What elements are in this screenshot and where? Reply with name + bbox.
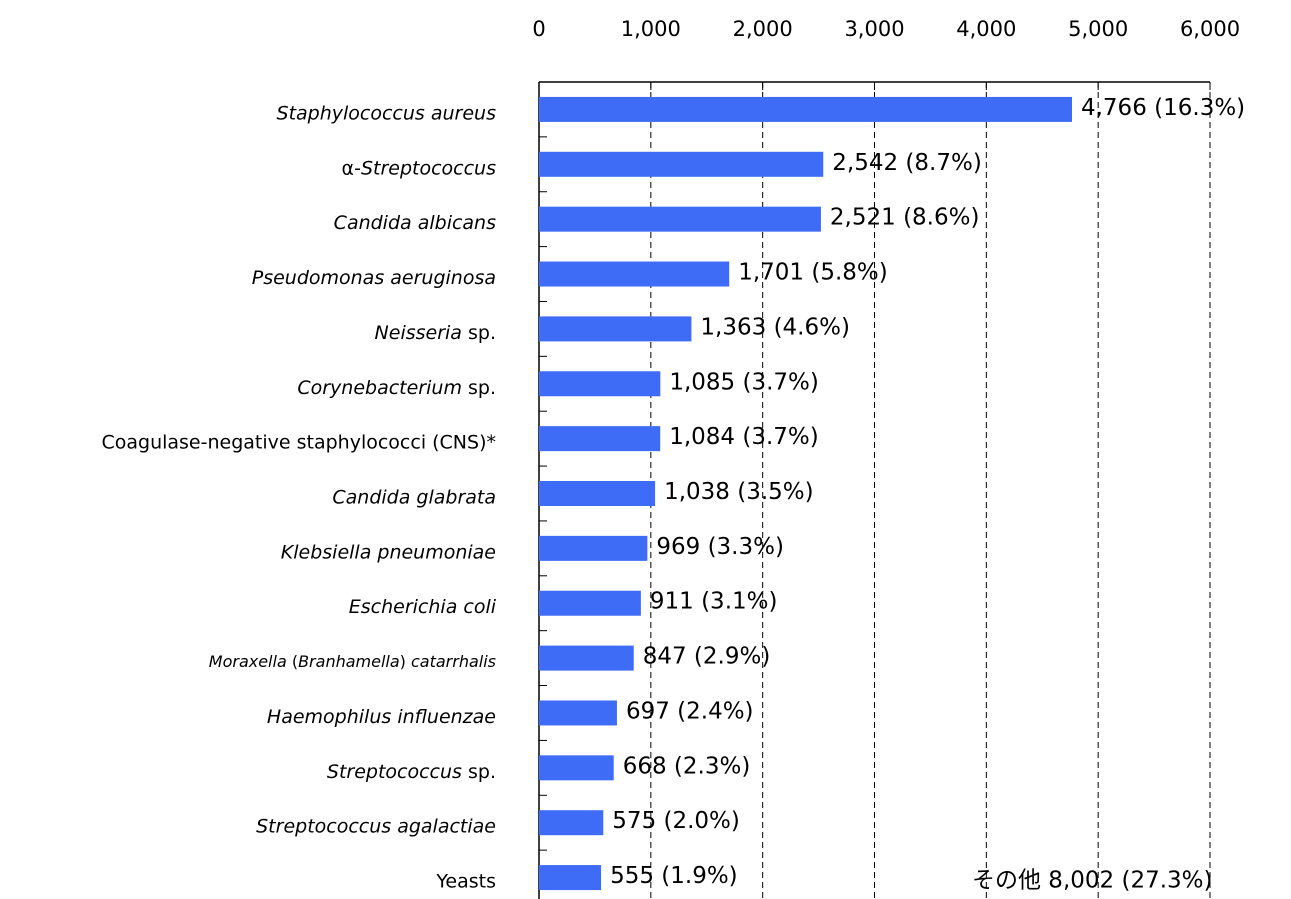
label-part: α- [342,157,361,179]
bar [539,206,821,232]
label-part: Candida glabrata [332,486,496,508]
y-tick-label: Streptococcus agalactiae [256,815,496,837]
value-label: 911 (3.1%) [650,589,778,615]
bar [539,316,692,342]
value-label: 1,363 (4.6%) [700,314,850,340]
label-part: Streptococcus agalactiae [256,815,496,837]
x-tick-label: 2,000 [733,17,793,41]
x-tick-label: 5,000 [1068,17,1128,41]
value-label: 1,084 (3.7%) [669,424,819,450]
bar [539,481,656,506]
bar [539,96,1072,122]
value-label: 575 (2.0%) [612,808,740,834]
value-label: 847 (2.9%) [643,644,771,670]
label-part: Candida albicans [334,212,496,234]
y-tick-label: Escherichia coli [349,596,497,618]
bar [539,590,641,616]
label-part: Neisseria [375,321,462,343]
label-part: Haemophilus influenzae [267,705,496,727]
y-tick-label: Klebsiella pneumoniae [281,541,496,563]
label-part: Streptococcus [361,157,496,179]
value-label: 2,521 (8.6%) [830,205,980,231]
bar [539,426,661,452]
label-part: ( [287,652,298,671]
value-label: 1,085 (3.7%) [669,369,819,395]
label-part: Moraxella [209,652,287,671]
bar [539,865,602,891]
y-tick-label: Yeasts [435,870,496,892]
label-part: Branhamella [298,652,400,671]
value-label: 1,038 (3.5%) [664,479,814,505]
bar [539,755,614,781]
label-part: Pseudomonas aeruginosa [252,267,496,289]
y-tick-label: Candida glabrata [332,486,496,508]
value-label: 2,542 (8.7%) [832,150,982,176]
x-tick-label: 0 [532,17,545,41]
value-label: 555 (1.9%) [610,863,738,889]
y-tick-label: α-Streptococcus [342,157,497,179]
y-tick-label: Candida albicans [334,212,496,234]
label-part: Klebsiella pneumoniae [281,541,496,563]
y-tick-label: Haemophilus influenzae [267,705,496,727]
label-part: sp. [462,760,496,782]
x-tick-label: 6,000 [1180,17,1240,41]
y-tick-label: Corynebacterium sp. [297,376,496,398]
y-tick-label: Coagulase-negative staphylococci (CNS)* [101,431,496,453]
x-tick-label: 3,000 [844,17,904,41]
y-tick-label: Staphylococcus aureus [277,102,497,124]
bar [539,371,661,397]
value-label: 668 (2.3%) [623,753,751,779]
label-part: Yeasts [435,870,496,892]
annotation: その他 8,002 (27.3%) [972,868,1212,894]
value-label: 697 (2.4%) [626,698,754,724]
bar [539,261,730,287]
bar [539,810,604,836]
y-tick-label: Pseudomonas aeruginosa [252,267,496,289]
y-tick-label: Moraxella (Branhamella) catarrhalis [209,652,496,671]
bar [539,700,617,726]
x-tick-label: 4,000 [956,17,1016,41]
bar [539,535,648,561]
label-part: Escherichia coli [349,596,497,618]
y-tick-label: Streptococcus sp. [327,760,496,782]
value-label: 969 (3.3%) [656,534,784,560]
label-part: Corynebacterium [297,376,462,398]
label-part: catarrhalis [411,652,496,671]
bar [539,151,824,177]
value-label: 1,701 (5.8%) [738,260,888,286]
label-part: sp. [462,376,496,398]
label-part: ) [400,652,411,671]
label-part: Streptococcus [327,760,462,782]
label-part: Staphylococcus aureus [277,102,497,124]
value-label: 4,766 (16.3%) [1081,95,1245,121]
bar [539,645,634,671]
y-tick-label: Neisseria sp. [375,321,496,343]
x-tick-label: 1,000 [621,17,681,41]
label-part: Coagulase-negative staphylococci (CNS)* [101,431,496,453]
label-part: sp. [462,321,496,343]
